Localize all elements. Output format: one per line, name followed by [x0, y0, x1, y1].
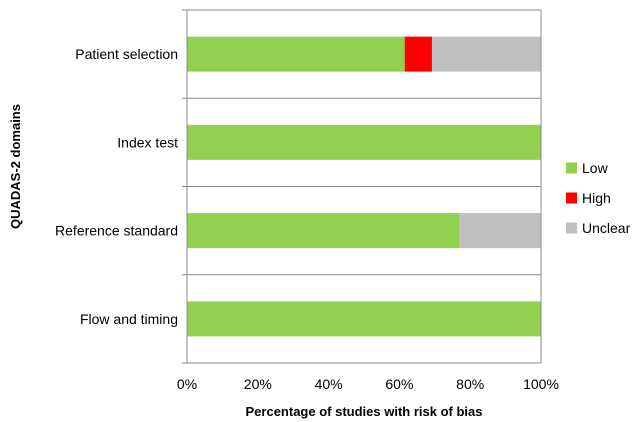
bar-unclear-patient-selection — [431, 36, 541, 72]
x-tick-label: 40% — [315, 376, 343, 392]
legend-label-low: Low — [582, 160, 609, 176]
x-tick-label: 60% — [385, 376, 413, 392]
y-axis-title: QUADAS-2 domains — [8, 104, 23, 229]
x-axis-title: Percentage of studies with risk of bias — [246, 404, 483, 419]
legend-swatch-high — [566, 192, 577, 204]
y-tick-label: Flow and timing — [80, 311, 178, 327]
bar-low-flow-and-timing — [187, 301, 541, 337]
axis-layer: Patient selection Index test Reference sta… — [55, 9, 559, 392]
bar-unclear-reference-standard — [459, 213, 541, 249]
x-tick-label: 20% — [244, 376, 272, 392]
x-tick-label: 0% — [177, 376, 197, 392]
x-tick-label: 100% — [523, 376, 559, 392]
legend-label-high: High — [582, 190, 611, 206]
y-tick-label: Patient selection — [75, 46, 178, 62]
legend-swatch-unclear — [566, 222, 577, 234]
bars-layer — [187, 36, 541, 337]
legend-label-unclear: Unclear — [582, 220, 631, 236]
legend: Low High Unclear — [566, 160, 631, 236]
bar-low-index-test — [187, 124, 541, 160]
bar-low-patient-selection — [187, 36, 405, 72]
y-tick-label: Index test — [117, 134, 178, 150]
bar-high-patient-selection — [404, 36, 432, 72]
bar-low-reference-standard — [187, 213, 460, 249]
y-tick-label: Reference standard — [55, 223, 178, 239]
grid-layer — [187, 9, 541, 364]
x-tick-label: 80% — [456, 376, 484, 392]
legend-swatch-low — [566, 162, 577, 174]
